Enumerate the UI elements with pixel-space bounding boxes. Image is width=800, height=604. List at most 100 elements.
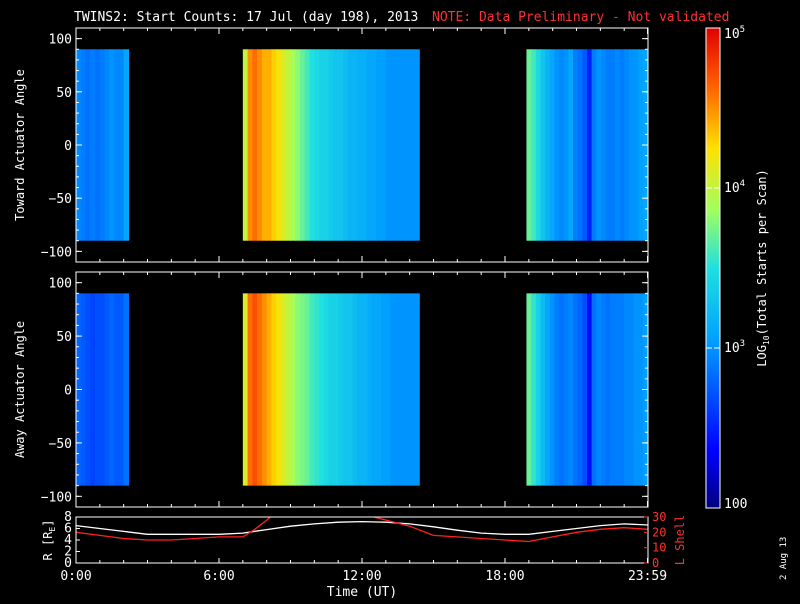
heatmap-column: [619, 49, 625, 241]
heatmap-column: [385, 293, 392, 486]
date-stamp: 2 Aug 13: [779, 537, 789, 580]
y-tick-label: 50: [56, 86, 72, 101]
heatmap-column: [338, 293, 344, 486]
heatmap-column: [80, 49, 87, 241]
heatmap-column: [90, 49, 96, 241]
heatmap-column: [123, 49, 130, 241]
heatmap-column: [347, 49, 354, 241]
heatmap-column: [540, 293, 546, 486]
heatmap-column: [357, 49, 363, 241]
heatmap-column: [95, 49, 101, 241]
heatmap-column: [247, 293, 253, 486]
heatmap-column: [638, 293, 644, 486]
y-tick-label: −100: [41, 490, 72, 505]
heatmap-column: [409, 49, 416, 241]
heatmap-column: [582, 49, 588, 241]
heatmap-column: [614, 49, 621, 241]
heatmap-column: [535, 293, 542, 486]
heatmap-column: [109, 293, 115, 486]
heatmap-column: [333, 293, 339, 486]
x-tick-label: 12:00: [342, 569, 381, 584]
left-y-tick-label: 0: [64, 556, 72, 571]
y-tick-label: 0: [64, 139, 72, 154]
heatmap-column: [633, 293, 639, 486]
heatmap-column: [591, 49, 597, 241]
heatmap-column: [295, 293, 301, 486]
heatmap-column: [409, 293, 416, 486]
heatmap-column: [628, 49, 635, 241]
heatmap-column: [390, 293, 396, 486]
x-tick-label: 23:59: [628, 569, 667, 584]
heatmap-column: [376, 49, 382, 241]
heatmap-column: [638, 49, 644, 241]
heatmap-column: [271, 49, 277, 241]
x-tick-label: 6:00: [203, 569, 234, 584]
heatmap-column: [573, 293, 579, 486]
heatmap-column: [545, 293, 551, 486]
y-tick-label: 0: [64, 384, 72, 399]
heatmap-column: [280, 293, 287, 486]
heatmap-column: [242, 293, 249, 486]
heatmap-column: [404, 293, 411, 486]
heatmap-column: [619, 293, 625, 486]
colorbar-tick-label: 105: [724, 25, 745, 42]
heatmap-column: [80, 293, 87, 486]
heatmap-column: [319, 293, 325, 486]
heatmap-column: [342, 293, 349, 486]
heatmap-column: [338, 49, 344, 241]
heatmap-column: [357, 293, 363, 486]
heatmap-column: [252, 49, 258, 241]
heatmap-column: [300, 49, 306, 241]
heatmap-column: [257, 49, 263, 241]
heatmap-column: [381, 293, 387, 486]
heatmap-column: [280, 49, 287, 241]
heatmap-column: [323, 49, 330, 241]
colorbar-tick-label: 103: [724, 339, 745, 356]
heatmap-column: [366, 49, 373, 241]
heatmap-column: [573, 49, 579, 241]
heatmap-column: [290, 49, 296, 241]
heatmap-column: [605, 293, 611, 486]
heatmap-column: [247, 49, 253, 241]
heatmap-column: [549, 293, 555, 486]
heatmap-column: [586, 49, 593, 241]
heatmap-column: [266, 293, 273, 486]
heatmap-column: [300, 293, 306, 486]
heatmap-column: [314, 49, 320, 241]
left-y-tick-label: 2: [64, 545, 72, 560]
heatmap-column: [328, 49, 334, 241]
heatmap-column: [395, 293, 401, 486]
r-axis-label: R [RE]: [41, 520, 57, 561]
y-tick-label: −100: [41, 245, 72, 260]
heatmap-column: [261, 49, 268, 241]
left-y-tick-label: 6: [64, 522, 72, 537]
heatmap-column: [342, 49, 349, 241]
heatmap-column: [568, 293, 574, 486]
heatmap-column: [531, 293, 537, 486]
l-shell-axis-label: L Shell: [673, 515, 687, 566]
heatmap-column: [591, 293, 597, 486]
heatmap-column: [628, 293, 635, 486]
heatmap-column: [314, 293, 320, 486]
right-y-tick-label: 30: [652, 510, 666, 524]
heatmap-column: [362, 293, 368, 486]
heatmap-column: [614, 293, 621, 486]
heatmap-column: [577, 49, 583, 241]
heatmap-column: [554, 49, 560, 241]
heatmap-column: [99, 49, 106, 241]
heatmap-column: [605, 49, 611, 241]
heatmap-column: [309, 293, 315, 486]
heatmap-column: [104, 49, 110, 241]
heatmap-column: [526, 293, 532, 486]
heatmap-column: [118, 293, 125, 486]
heatmap-column: [114, 49, 120, 241]
left-y-tick-label: 8: [64, 510, 72, 525]
heatmap-column: [290, 293, 296, 486]
colorbar-ticks: 105 104 103 100: [706, 25, 747, 512]
heatmap-column: [395, 49, 401, 241]
heatmap-column: [323, 293, 330, 486]
colorbar-tick-label: 104: [724, 179, 745, 196]
heatmap-column: [99, 293, 106, 486]
toward-actuator-panel: 100 50 0 −50 −100 Toward Actuator Angle: [13, 27, 649, 263]
